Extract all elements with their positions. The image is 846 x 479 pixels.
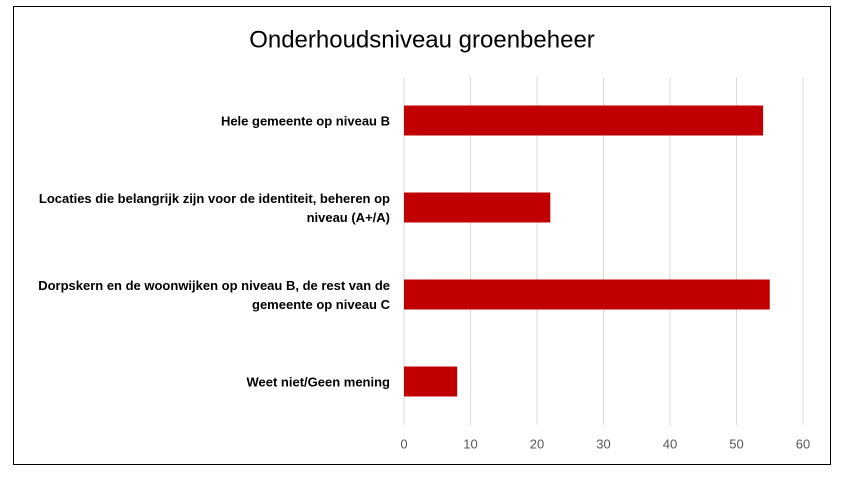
bar: [404, 366, 458, 397]
chart-frame: [13, 6, 831, 465]
bar: [404, 192, 551, 223]
x-tick-label: 50: [729, 436, 743, 451]
chart-title: Onderhoudsniveau groenbeheer: [249, 26, 595, 53]
y-tick-label: Hele gemeente op niveau B: [220, 113, 390, 128]
y-tick-label: Weet niet/Geen mening: [246, 374, 390, 389]
y-tick-label: Locaties die belangrijk zijn voor de ide…: [38, 190, 390, 225]
bar: [404, 105, 764, 136]
x-tick-label: 20: [530, 436, 544, 451]
x-tick-label: 40: [663, 436, 677, 451]
y-tick-label: Dorpskern en de woonwijken op niveau B, …: [38, 277, 390, 312]
x-tick-label: 30: [596, 436, 610, 451]
x-tick-label: 60: [796, 436, 810, 451]
x-tick-label: 10: [463, 436, 477, 451]
x-tick-label: 0: [400, 436, 407, 451]
bar: [404, 279, 770, 310]
